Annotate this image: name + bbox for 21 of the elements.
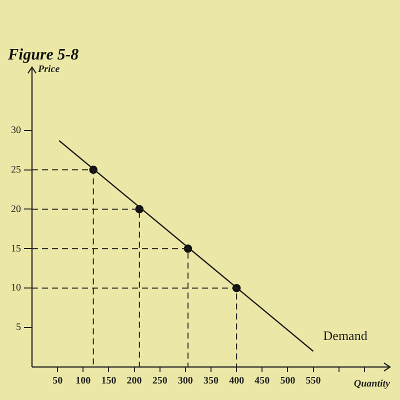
x-tick-label: 550: [306, 376, 321, 387]
x-tick-label: 100: [76, 376, 91, 387]
x-tick-label: 450: [254, 376, 270, 387]
x-axis-title: Quantity: [354, 378, 391, 390]
y-tick-label: 25: [11, 164, 21, 176]
y-axis-title: Price: [38, 64, 60, 75]
y-tick-label: 5: [16, 322, 21, 334]
x-tick-label: 50: [52, 376, 63, 387]
x-tick-label: 350: [204, 376, 218, 387]
x-tick-label: 250: [152, 376, 168, 387]
series-label: Demand: [323, 328, 368, 344]
y-tick-label: 10: [11, 282, 21, 294]
y-tick-label: 20: [11, 204, 21, 215]
y-tick-label: 30: [11, 124, 21, 136]
x-tick-label: 150: [101, 376, 116, 387]
x-tick-label: 500: [280, 376, 296, 387]
x-tick-label: 300: [178, 376, 193, 387]
chart-title: Figure 5-8: [7, 46, 79, 64]
y-tick-label: 15: [11, 243, 21, 254]
x-tick-label: 400: [229, 376, 244, 387]
x-tick-label: 200: [126, 376, 142, 387]
